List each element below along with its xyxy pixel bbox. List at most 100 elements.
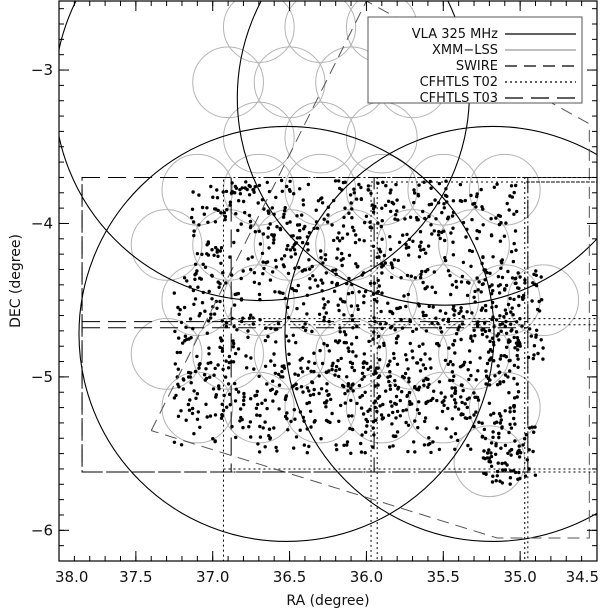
- source-point: [493, 421, 497, 425]
- source-point: [250, 255, 254, 259]
- source-point: [315, 226, 320, 230]
- source-point: [245, 187, 249, 192]
- source-point: [387, 379, 391, 384]
- source-point: [177, 336, 181, 340]
- source-point: [371, 210, 376, 214]
- source-point: [277, 407, 281, 411]
- source-point: [175, 350, 179, 355]
- source-point: [493, 374, 497, 378]
- source-point: [234, 212, 238, 216]
- source-point: [215, 248, 220, 252]
- source-point: [424, 329, 429, 333]
- source-point: [475, 192, 479, 196]
- source-point: [443, 193, 448, 198]
- source-point: [302, 443, 306, 447]
- source-point: [263, 398, 267, 402]
- source-point: [404, 353, 408, 357]
- source-point: [359, 197, 363, 201]
- source-point: [273, 371, 278, 375]
- xmm-pointing-circle: [407, 153, 480, 226]
- source-point: [531, 281, 535, 285]
- source-point: [416, 194, 421, 198]
- source-point: [344, 333, 348, 337]
- source-point: [258, 242, 263, 246]
- source-point: [417, 411, 421, 416]
- source-point: [286, 271, 291, 276]
- source-point: [244, 180, 248, 184]
- source-point: [475, 194, 479, 199]
- cfhtls-t02-rect: [376, 176, 597, 561]
- source-point: [337, 419, 341, 423]
- source-point: [330, 367, 334, 372]
- source-point: [429, 450, 433, 455]
- source-point: [453, 386, 457, 390]
- source-point: [266, 209, 270, 213]
- source-point: [341, 180, 346, 185]
- source-point: [359, 406, 364, 410]
- source-point: [520, 324, 524, 328]
- source-point: [286, 243, 290, 248]
- source-point: [351, 389, 355, 393]
- source-point: [405, 273, 410, 278]
- source-point: [415, 361, 420, 365]
- source-point: [488, 271, 492, 275]
- source-point: [263, 364, 268, 368]
- source-point: [218, 249, 222, 253]
- source-point: [460, 383, 464, 387]
- source-point: [489, 464, 494, 468]
- source-point: [382, 343, 386, 348]
- source-point: [407, 376, 411, 380]
- source-point: [188, 398, 192, 402]
- source-point: [473, 395, 477, 399]
- source-point: [205, 415, 209, 419]
- source-point: [268, 222, 272, 226]
- source-point: [234, 186, 239, 190]
- source-point: [498, 357, 502, 361]
- source-point: [218, 336, 223, 340]
- source-point: [384, 184, 388, 188]
- source-point: [223, 217, 227, 222]
- source-point: [484, 308, 488, 313]
- source-point: [342, 330, 347, 334]
- source-point: [342, 443, 346, 447]
- source-point: [193, 297, 198, 301]
- source-point: [199, 277, 203, 281]
- source-point: [206, 319, 211, 323]
- source-point: [355, 324, 359, 328]
- source-point: [273, 392, 278, 396]
- source-point: [512, 335, 516, 340]
- source-point: [330, 280, 334, 285]
- source-point: [366, 188, 370, 192]
- source-point: [246, 335, 250, 339]
- source-point: [432, 389, 436, 393]
- source-point: [319, 278, 323, 282]
- source-point: [443, 258, 448, 263]
- source-point: [465, 310, 469, 314]
- source-point: [456, 407, 461, 411]
- source-point: [285, 184, 289, 189]
- source-point: [437, 181, 442, 186]
- source-point: [435, 426, 439, 430]
- source-point: [234, 387, 238, 391]
- source-point: [218, 299, 222, 304]
- source-point: [236, 228, 240, 233]
- source-point: [186, 402, 191, 407]
- source-point: [294, 435, 299, 439]
- source-point: [466, 443, 470, 448]
- source-point: [216, 280, 220, 284]
- source-point: [513, 277, 517, 281]
- source-point: [321, 261, 325, 265]
- source-point: [210, 248, 214, 252]
- source-point: [251, 316, 255, 320]
- source-point: [249, 224, 253, 228]
- source-point: [392, 258, 397, 262]
- source-point: [249, 356, 253, 360]
- source-point: [491, 255, 495, 259]
- source-point: [494, 452, 498, 456]
- x-axis-label: RA (degree): [286, 593, 369, 609]
- source-point: [330, 411, 334, 416]
- source-point: [191, 190, 195, 194]
- source-point: [322, 217, 326, 221]
- source-point: [211, 437, 215, 441]
- source-point: [464, 235, 468, 239]
